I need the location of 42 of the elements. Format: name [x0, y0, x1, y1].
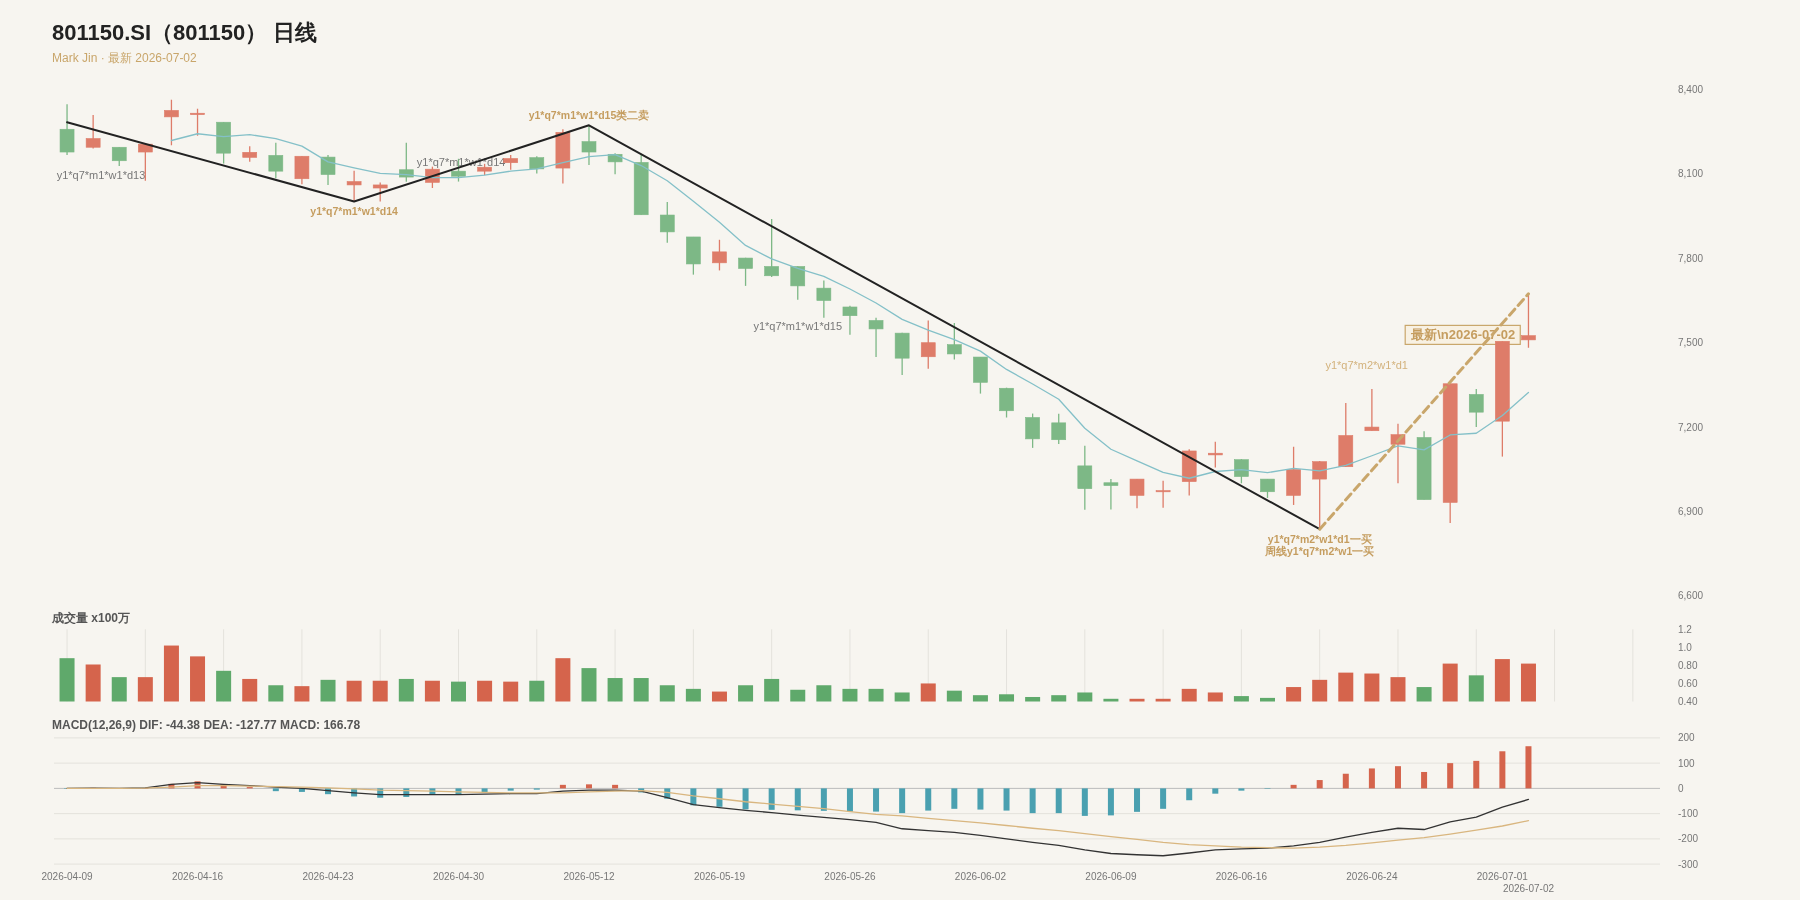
- x-tick-label: 2026-05-12: [563, 871, 615, 883]
- chart-title: 成交量 x100万: [51, 611, 131, 625]
- y-tick-label: 100: [1678, 757, 1696, 769]
- y-tick-label: 0.40: [1678, 696, 1698, 707]
- x-tick-label: 2026-05-26: [824, 871, 876, 883]
- y-tick-label: 0.80: [1678, 659, 1698, 671]
- y-tick-label: -200: [1678, 833, 1699, 845]
- annotation: y1*q7*m2*w1*d1: [1325, 359, 1408, 372]
- x-tick-label: 2026-04-30: [432, 871, 485, 883]
- y-tick-label: 8,100: [1678, 168, 1704, 180]
- x-tick-label: 2026-07-02: [1502, 883, 1555, 895]
- x-tick-label: 2026-06-16: [1215, 871, 1268, 883]
- annotation: y1*q7*m1*w1*d15: [753, 319, 843, 332]
- x-tick-label: 2026-07-01: [1476, 871, 1529, 883]
- annotation: 最新\n2026-07-02: [1410, 327, 1516, 343]
- y-tick-label: -300: [1678, 858, 1699, 870]
- x-tick-label: 2026-06-24: [1346, 871, 1398, 883]
- annotation: y1*q7*m1*w1*d15类二卖: [528, 108, 650, 121]
- chart-title: 801150.SI（801150） 日线: [52, 20, 318, 45]
- y-tick-label: 0: [1678, 782, 1684, 794]
- x-tick-label: 2026-04-16: [171, 871, 224, 883]
- y-tick-label: 6,600: [1678, 590, 1704, 602]
- x-tick-label: 2026-06-09: [1085, 871, 1137, 883]
- y-tick-label: 7,200: [1678, 421, 1704, 433]
- y-tick-label: 8,400: [1678, 84, 1704, 96]
- x-tick-label: 2026-04-09: [41, 871, 94, 883]
- y-tick-label: 1.0: [1678, 641, 1693, 653]
- y-tick-label: -100: [1678, 808, 1699, 820]
- annotation: y1*q7*m1*w1*d14: [310, 204, 399, 217]
- y-tick-label: 6,900: [1678, 505, 1704, 517]
- x-tick-label: 2026-06-02: [954, 871, 1007, 883]
- x-tick-label: 2026-05-19: [693, 871, 746, 883]
- y-tick-label: 7,500: [1678, 337, 1704, 349]
- y-tick-label: 7,800: [1678, 252, 1704, 264]
- x-tick-label: 2026-04-23: [302, 871, 355, 883]
- annotation: y1*q7*m1*w1*d13: [56, 169, 146, 182]
- y-tick-label: 0.60: [1678, 677, 1698, 689]
- y-tick-label: 200: [1678, 732, 1696, 744]
- chart-title: MACD(12,26,9) DIF: -44.38 DEA: -127.77 MACD: 166.78: [52, 718, 361, 732]
- annotation: y1*q7*m2*w1*d1一买: [1267, 532, 1372, 545]
- chart-subtitle: Mark Jin · 最新 2026-07-02: [52, 51, 198, 65]
- y-tick-label: 1.2: [1678, 623, 1693, 635]
